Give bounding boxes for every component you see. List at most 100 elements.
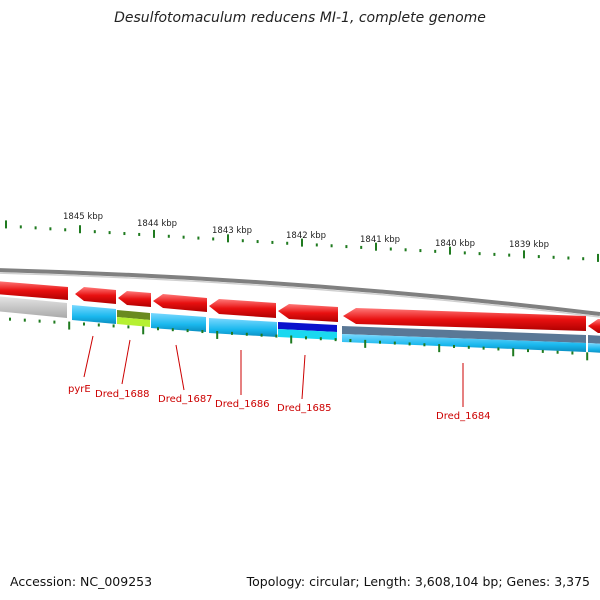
scale-ticks-inner xyxy=(9,317,589,361)
gene-labels: pyrE Dred_1688 Dred_1687 Dred_1686 Dred_… xyxy=(68,384,491,422)
scale-tick xyxy=(319,337,322,341)
gene-label-pyrE[interactable]: pyrE xyxy=(68,384,91,395)
scale-tick xyxy=(527,349,529,353)
scale-tick xyxy=(345,245,348,249)
scale-tick xyxy=(153,229,155,238)
scale-tick xyxy=(463,251,466,255)
scale-label: 1843 kbp xyxy=(212,226,252,236)
cog-block xyxy=(278,329,337,340)
scale-tick xyxy=(19,225,22,229)
cog-block xyxy=(117,317,150,327)
gene-arrow[interactable] xyxy=(588,319,600,333)
gene-arrow[interactable] xyxy=(0,281,68,300)
scale-tick xyxy=(360,245,363,249)
gene-arrow[interactable] xyxy=(278,304,338,322)
cog-block xyxy=(151,313,206,332)
gene-arrow[interactable] xyxy=(153,294,207,312)
scale-labels: 1845 kbp 1844 kbp 1843 kbp 1842 kbp 1841… xyxy=(63,212,549,250)
cog-block xyxy=(117,310,150,320)
scale-tick xyxy=(434,249,437,253)
scale-tick xyxy=(186,329,189,333)
scale-tick xyxy=(286,241,289,245)
backbone-outer-arc-highlight xyxy=(0,272,600,318)
scale-tick xyxy=(97,323,100,327)
scale-tick xyxy=(305,336,307,340)
scale-ticks-outer xyxy=(5,220,599,262)
scale-tick xyxy=(245,332,248,336)
scale-tick xyxy=(241,239,244,243)
scale-tick xyxy=(216,330,219,339)
cog-block xyxy=(72,305,116,324)
scale-tick xyxy=(393,341,396,345)
scale-tick xyxy=(497,347,500,351)
gene-arrow[interactable] xyxy=(209,299,276,318)
scale-tick xyxy=(508,253,511,257)
scale-tick xyxy=(467,345,470,349)
gene-arrow[interactable] xyxy=(75,287,116,304)
gene-label-dred-1684[interactable]: Dred_1684 xyxy=(436,411,491,422)
scale-tick xyxy=(453,344,455,348)
scale-tick xyxy=(260,333,263,337)
scale-tick xyxy=(349,338,352,342)
scale-tick xyxy=(68,321,71,330)
scale-tick xyxy=(482,346,485,350)
cog-block xyxy=(278,322,337,332)
scale-tick xyxy=(227,234,229,243)
scale-tick xyxy=(127,325,130,329)
gene-label-dred-1688[interactable]: Dred_1688 xyxy=(95,389,150,400)
gene-label-leaders xyxy=(83,335,464,407)
scale-label: 1845 kbp xyxy=(63,212,103,222)
scale-label: 1839 kbp xyxy=(509,240,549,250)
scale-tick xyxy=(379,340,381,344)
scale-tick xyxy=(201,330,204,334)
scale-tick xyxy=(552,255,555,259)
scale-tick xyxy=(142,326,145,335)
scale-tick xyxy=(567,256,570,260)
backbone-outer-arc xyxy=(0,268,600,316)
scale-tick xyxy=(419,249,422,253)
scale-tick xyxy=(301,238,303,247)
scale-tick xyxy=(9,317,11,321)
scale-tick xyxy=(493,252,496,256)
cog-block xyxy=(342,326,586,343)
cog-block xyxy=(342,334,586,352)
scale-tick xyxy=(556,350,559,354)
cog-block xyxy=(588,343,600,353)
scale-tick xyxy=(275,334,278,338)
scale-label: 1844 kbp xyxy=(137,219,177,229)
map-title: Desulfotomaculum reducens MI-1, complete… xyxy=(114,10,486,26)
cog-block xyxy=(209,318,277,337)
scale-tick xyxy=(157,327,159,331)
scale-tick xyxy=(541,349,544,353)
scale-tick xyxy=(53,320,56,324)
scale-tick xyxy=(167,234,170,238)
scale-label: 1841 kbp xyxy=(360,235,400,245)
gene-label-dred-1687[interactable]: Dred_1687 xyxy=(158,394,213,405)
scale-tick xyxy=(582,257,585,261)
gene-arrow[interactable] xyxy=(118,291,151,307)
scale-tick xyxy=(404,248,407,252)
accession-text: Accession: NC_009253 xyxy=(10,574,153,589)
scale-tick xyxy=(408,342,411,346)
gene-arrow[interactable] xyxy=(343,308,586,331)
gene-label-dred-1686[interactable]: Dred_1686 xyxy=(215,399,270,410)
scale-tick xyxy=(586,352,589,361)
gene-label-dred-1685[interactable]: Dred_1685 xyxy=(277,403,332,414)
scale-tick xyxy=(38,319,41,323)
scale-tick xyxy=(334,338,337,342)
scale-tick xyxy=(34,226,37,230)
cog-block xyxy=(0,296,67,318)
scale-tick xyxy=(182,235,185,239)
scale-tick xyxy=(537,255,540,259)
scale-tick xyxy=(449,246,451,255)
cog-block xyxy=(588,335,600,344)
scale-tick xyxy=(231,331,233,335)
genome-summary-text: Topology: circular; Length: 3,608,104 bp… xyxy=(246,574,590,589)
scale-tick xyxy=(315,243,318,247)
scale-tick xyxy=(79,225,81,234)
scale-tick xyxy=(271,240,274,244)
scale-tick xyxy=(423,343,426,347)
scale-tick xyxy=(330,244,333,248)
gene-track-forward xyxy=(0,281,600,333)
